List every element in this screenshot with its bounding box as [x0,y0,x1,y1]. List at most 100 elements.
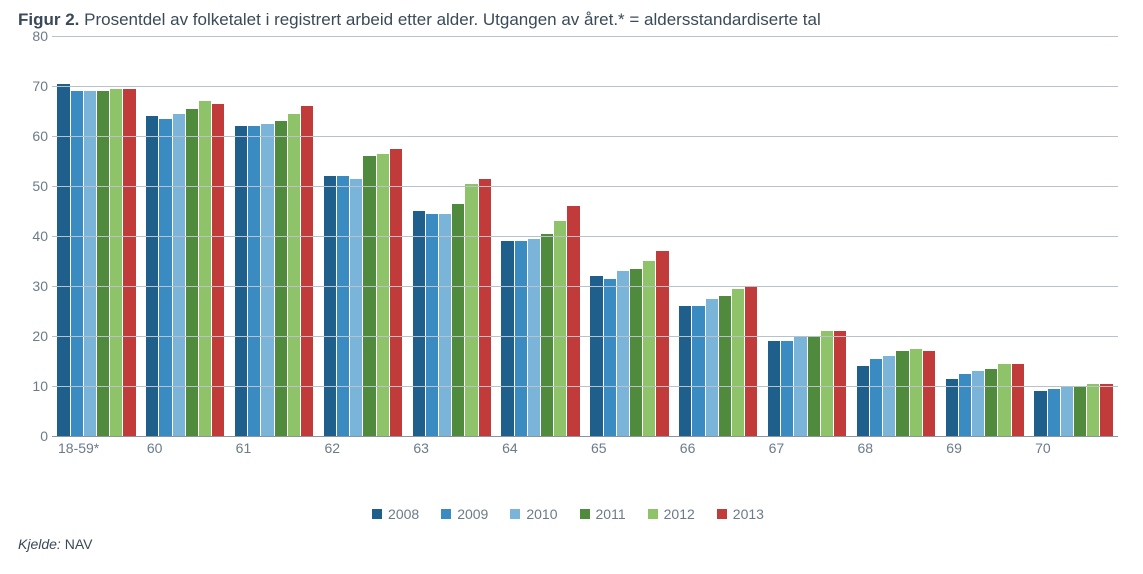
bar [1087,384,1099,437]
x-tick-label: 65 [585,440,674,456]
grid-line [52,386,1118,387]
bar [515,241,527,436]
x-tick-label: 62 [318,440,407,456]
bar [959,374,971,437]
y-axis: 01020304050607080 [18,36,52,436]
bar [604,279,616,437]
bar [857,366,869,436]
legend-label: 2010 [526,506,557,522]
x-axis-labels: 18-59*6061626364656667686970 [52,440,1118,456]
grid-line [52,186,1118,187]
bar [501,241,513,436]
x-tick-label: 61 [230,440,319,456]
bar [656,251,668,436]
bar [479,179,491,437]
x-tick-label: 67 [763,440,852,456]
bar [643,261,655,436]
x-tick-label: 60 [141,440,230,456]
bar [910,349,922,437]
grid-line [52,86,1118,87]
legend-label: 2009 [457,506,488,522]
bar [1012,364,1024,437]
bar [745,286,757,436]
legend-swatch [648,509,658,519]
legend-item: 2008 [372,506,419,522]
source-line: Kjelde: NAV [18,536,1125,552]
grid-line [52,236,1118,237]
bar [946,379,958,437]
bar [1074,386,1086,436]
bar [719,296,731,436]
source-value: NAV [61,536,93,552]
bar [413,211,425,436]
bar [97,91,109,436]
legend-label: 2011 [596,506,626,522]
figure-title-text: Prosentdel av folketalet i registrert ar… [79,10,820,29]
legend: 2008 2009 2010 2011 2012 2013 [18,506,1118,522]
legend-label: 2008 [388,506,419,522]
y-tick-label: 70 [18,78,48,94]
y-tick-label: 50 [18,178,48,194]
legend-swatch [510,509,520,519]
grid-line [52,136,1118,137]
bar [692,306,704,436]
bar [235,126,247,436]
legend-item: 2009 [441,506,488,522]
legend-item: 2010 [510,506,557,522]
bar [617,271,629,436]
y-tick-label: 30 [18,278,48,294]
bar [248,126,260,436]
bar [159,119,171,437]
bar [363,156,375,436]
bar [1100,384,1112,437]
bar [452,204,464,437]
bar [732,289,744,437]
bar [998,364,1010,437]
bar [834,331,846,436]
x-tick-label: 64 [496,440,585,456]
legend-item: 2013 [717,506,764,522]
figure-title-prefix: Figur 2. [18,10,79,29]
plot-area [52,36,1118,437]
bar [110,89,122,437]
y-tick-label: 40 [18,228,48,244]
bar [71,91,83,436]
grid-line [52,336,1118,337]
x-tick-label: 68 [851,440,940,456]
x-tick-label: 18-59* [52,440,141,456]
bar [439,214,451,437]
figure-title: Figur 2. Prosentdel av folketalet i regi… [18,10,1125,30]
bar [465,184,477,437]
x-tick-label: 63 [407,440,496,456]
legend-label: 2012 [664,506,695,522]
bar [883,356,895,436]
bar [528,239,540,437]
bar [554,221,566,436]
source-label: Kjelde: [18,536,61,552]
bar [1048,389,1060,437]
bar [377,154,389,437]
legend-swatch [717,509,727,519]
legend-swatch [580,509,590,519]
legend-label: 2013 [733,506,764,522]
legend-item: 2011 [580,506,626,522]
bar [781,341,793,436]
y-tick-label: 80 [18,28,48,44]
x-tick-label: 69 [940,440,1029,456]
bar [390,149,402,437]
bar [567,206,579,436]
bar [261,124,273,437]
bar [630,269,642,437]
bar [972,371,984,436]
bar [173,114,185,437]
bar [324,176,336,436]
bar [923,351,935,436]
bar [350,179,362,437]
y-tick-label: 0 [18,428,48,444]
x-tick-label: 66 [674,440,763,456]
bar [768,341,780,436]
bar [288,114,300,437]
y-tick-label: 10 [18,378,48,394]
bar [84,91,96,436]
bar [985,369,997,437]
